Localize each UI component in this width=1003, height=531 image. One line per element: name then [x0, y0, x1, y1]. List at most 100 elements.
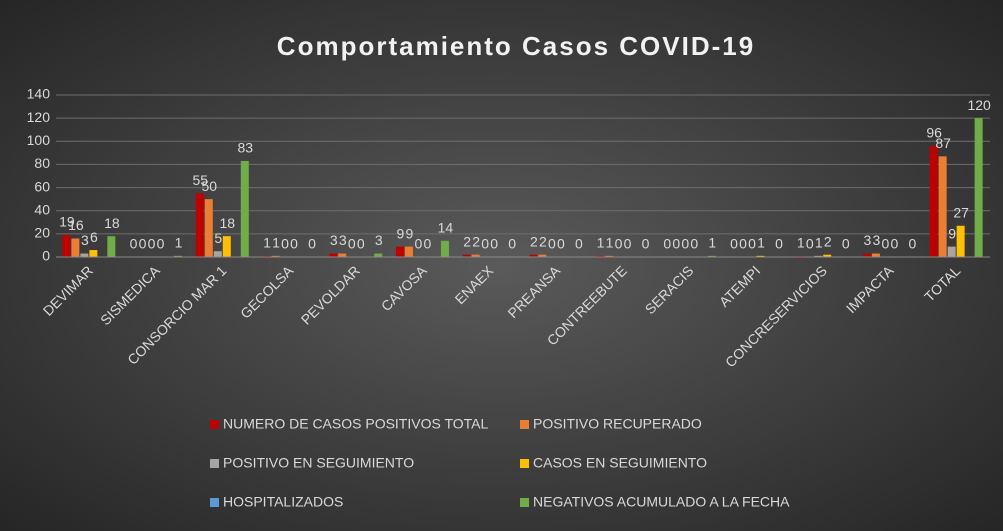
data-label: 2 — [530, 233, 538, 249]
y-tick-label: 100 — [27, 132, 51, 148]
bar — [271, 255, 280, 257]
bar — [440, 240, 449, 257]
data-label: 2 — [463, 233, 471, 249]
data-label: 1 — [272, 235, 280, 251]
data-label: 3 — [81, 232, 89, 248]
data-label: 0 — [775, 236, 783, 252]
legend-swatch — [520, 498, 529, 507]
bar — [756, 255, 765, 257]
data-label: 3 — [375, 232, 383, 248]
data-label: 0 — [642, 236, 650, 252]
y-tick-label: 40 — [34, 201, 50, 217]
chart-title: Comportamiento Casos COVID-19 — [277, 31, 755, 61]
data-label: 3 — [339, 232, 347, 248]
data-label: 18 — [104, 215, 120, 231]
data-label: 27 — [953, 204, 969, 220]
bar — [956, 225, 965, 257]
legend-swatch — [520, 459, 529, 468]
data-label: 0 — [909, 236, 917, 252]
legend-swatch — [210, 498, 219, 507]
data-label: 5 — [214, 230, 222, 246]
bar — [222, 236, 231, 257]
y-tick-label: 140 — [27, 86, 51, 102]
bar — [529, 254, 538, 257]
bar — [823, 254, 832, 257]
bar — [862, 253, 871, 257]
data-label: 0 — [806, 236, 814, 252]
bar — [871, 253, 880, 257]
data-label: 0 — [681, 236, 689, 252]
data-label: 83 — [237, 140, 253, 156]
legend-label: NUMERO DE CASOS POSITIVOS TOTAL — [223, 416, 488, 432]
data-label: 0 — [508, 236, 516, 252]
bar — [538, 254, 547, 257]
data-label: 0 — [357, 236, 365, 252]
data-label: 55 — [192, 172, 208, 188]
y-tick-label: 80 — [34, 155, 50, 171]
data-label: 0 — [557, 236, 565, 252]
bar — [329, 253, 338, 257]
data-label: 50 — [201, 178, 217, 194]
data-label: 0 — [690, 236, 698, 252]
data-label: 1 — [757, 235, 765, 251]
data-label: 87 — [935, 135, 951, 151]
data-label: 0 — [748, 236, 756, 252]
data-label: 9 — [406, 225, 414, 241]
bar — [814, 255, 823, 257]
bar — [62, 235, 71, 257]
data-label: 120 — [967, 97, 991, 113]
y-tick-label: 0 — [42, 248, 50, 264]
bar — [462, 254, 471, 257]
data-label: 0 — [157, 236, 165, 252]
data-label: 1 — [597, 235, 605, 251]
data-label: 16 — [68, 217, 84, 233]
legend-swatch — [210, 459, 219, 468]
data-label: 1 — [708, 235, 716, 251]
legend-label: CASOS EN SEGUIMIENTO — [533, 455, 707, 471]
data-label: 0 — [139, 236, 147, 252]
y-tick-label: 20 — [34, 225, 50, 241]
bar — [195, 193, 204, 257]
data-label: 0 — [348, 236, 356, 252]
bar — [80, 253, 89, 257]
data-label: 18 — [219, 215, 235, 231]
bar — [374, 253, 383, 257]
legend-swatch — [520, 420, 529, 429]
bar — [929, 145, 938, 257]
data-label: 0 — [281, 236, 289, 252]
bar — [213, 251, 222, 257]
data-label: 9 — [948, 225, 956, 241]
legend-label: POSITIVO EN SEGUIMIENTO — [223, 455, 414, 471]
bar — [71, 238, 80, 257]
data-label: 0 — [490, 236, 498, 252]
data-label: 9 — [397, 225, 405, 241]
data-label: 0 — [424, 236, 432, 252]
data-label: 2 — [472, 233, 480, 249]
data-label: 0 — [148, 236, 156, 252]
legend-swatch — [210, 420, 219, 429]
data-label: 0 — [891, 236, 899, 252]
bar — [974, 118, 983, 258]
bar — [107, 236, 116, 257]
bar — [938, 156, 947, 257]
data-label: 0 — [882, 236, 890, 252]
data-label: 3 — [330, 232, 338, 248]
data-label: 1 — [797, 235, 805, 251]
data-label: 1 — [606, 235, 614, 251]
bar — [605, 255, 614, 257]
data-label: 3 — [864, 232, 872, 248]
data-label: 0 — [624, 236, 632, 252]
bar — [395, 246, 404, 257]
bar — [796, 255, 805, 257]
bar — [404, 246, 413, 257]
bar — [262, 255, 271, 257]
data-label: 0 — [663, 236, 671, 252]
data-label: 1 — [815, 235, 823, 251]
bar — [947, 246, 956, 257]
data-label: 0 — [308, 236, 316, 252]
data-label: 14 — [438, 220, 454, 236]
y-tick-label: 120 — [27, 109, 51, 125]
data-label: 3 — [873, 232, 881, 248]
